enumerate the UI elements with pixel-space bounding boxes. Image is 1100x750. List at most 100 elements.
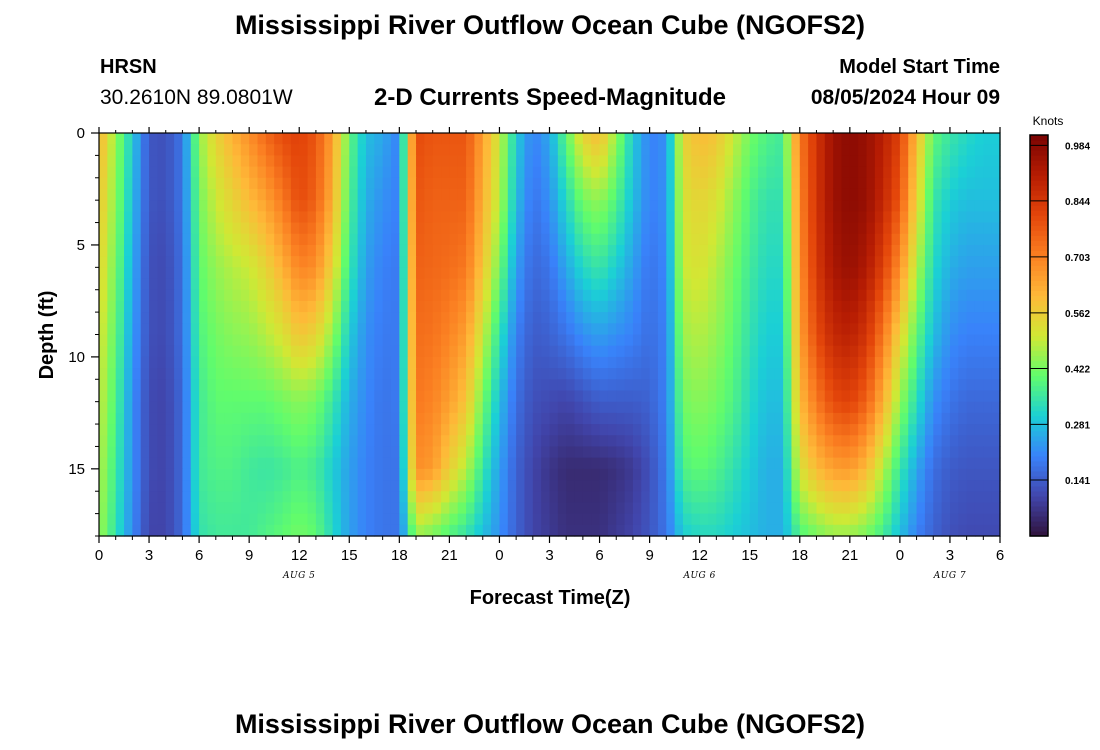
heatmap-cell bbox=[407, 222, 417, 235]
heatmap-cell bbox=[407, 278, 417, 291]
heatmap-cell bbox=[482, 390, 492, 403]
heatmap-cell bbox=[282, 457, 292, 470]
heatmap-cell bbox=[958, 502, 968, 515]
heatmap-cell bbox=[858, 267, 868, 280]
heatmap-cell bbox=[741, 222, 751, 235]
heatmap-cell bbox=[649, 457, 659, 470]
heatmap-cell bbox=[682, 278, 692, 291]
heatmap-cell bbox=[849, 278, 859, 291]
heatmap-cell bbox=[749, 390, 759, 403]
heatmap-cell bbox=[240, 379, 250, 392]
heatmap-cell bbox=[432, 345, 442, 358]
heatmap-cell bbox=[174, 356, 184, 369]
heatmap-cell bbox=[332, 233, 342, 246]
heatmap-cell bbox=[99, 356, 108, 369]
heatmap-cell bbox=[132, 401, 142, 414]
heatmap-cell bbox=[115, 345, 125, 358]
heatmap-cell bbox=[691, 480, 701, 492]
heatmap-cell bbox=[899, 457, 909, 470]
heatmap-cell bbox=[265, 412, 275, 425]
heatmap-cell bbox=[966, 379, 976, 392]
heatmap-cell bbox=[182, 256, 192, 268]
heatmap-cell bbox=[874, 446, 884, 459]
heatmap-cell bbox=[816, 222, 826, 235]
heatmap-cell bbox=[282, 446, 292, 459]
heatmap-cell bbox=[858, 502, 868, 515]
heatmap-cell bbox=[607, 166, 617, 179]
heatmap-cell bbox=[107, 144, 117, 156]
heatmap-cell bbox=[716, 491, 726, 504]
colorbar-segment bbox=[1030, 290, 1048, 296]
heatmap-cell bbox=[516, 435, 526, 448]
heatmap-cell bbox=[249, 334, 259, 347]
heatmap-cell bbox=[958, 368, 968, 380]
heatmap-cell bbox=[657, 278, 667, 291]
heatmap-cell bbox=[374, 177, 384, 190]
heatmap-cell bbox=[841, 211, 851, 224]
heatmap-cell bbox=[107, 177, 117, 190]
heatmap-cell bbox=[724, 435, 734, 448]
heatmap-cell bbox=[516, 289, 526, 302]
heatmap-cell bbox=[641, 323, 651, 336]
heatmap-cell bbox=[708, 468, 717, 481]
heatmap-cell bbox=[816, 356, 826, 369]
heatmap-cell bbox=[908, 188, 918, 201]
heatmap-cell bbox=[799, 300, 809, 313]
heatmap-cell bbox=[616, 412, 626, 425]
heatmap-cell bbox=[983, 513, 993, 526]
heatmap-cell bbox=[582, 177, 592, 190]
colorbar-segment bbox=[1030, 280, 1048, 286]
heatmap-cell bbox=[199, 524, 209, 537]
heatmap-cell bbox=[791, 379, 801, 392]
heatmap-cell bbox=[132, 323, 142, 336]
heatmap-cell bbox=[657, 390, 667, 403]
heatmap-cell bbox=[399, 446, 409, 459]
heatmap-cell bbox=[941, 278, 951, 291]
heatmap-cell bbox=[983, 457, 993, 470]
heatmap-cell bbox=[182, 155, 192, 168]
heatmap-cell bbox=[249, 368, 259, 380]
colorbar-segment bbox=[1030, 355, 1048, 362]
heatmap-cell bbox=[858, 379, 868, 392]
heatmap-cell bbox=[532, 144, 542, 156]
heatmap-cell bbox=[374, 345, 384, 358]
heatmap-cell bbox=[724, 401, 734, 414]
heatmap-cell bbox=[541, 256, 551, 268]
heatmap-cell bbox=[382, 513, 392, 526]
heatmap-cell bbox=[357, 133, 367, 145]
heatmap-cell bbox=[165, 133, 175, 145]
heatmap-cell bbox=[599, 334, 609, 347]
heatmap-cell bbox=[682, 356, 692, 369]
heatmap-cell bbox=[824, 379, 834, 392]
heatmap-cell bbox=[424, 457, 434, 470]
heatmap-cell bbox=[140, 155, 150, 168]
heatmap-cell bbox=[849, 155, 859, 168]
heatmap-cell bbox=[574, 289, 584, 302]
heatmap-cell bbox=[474, 412, 484, 425]
heatmap-cell bbox=[716, 435, 726, 448]
heatmap-cell bbox=[157, 188, 167, 201]
heatmap-cell bbox=[482, 200, 492, 212]
heatmap-cell bbox=[432, 379, 442, 392]
heatmap-cell bbox=[274, 524, 284, 537]
heatmap-cell bbox=[466, 435, 476, 448]
heatmap-cell bbox=[983, 177, 993, 190]
heatmap-cell bbox=[232, 323, 242, 336]
heatmap-cell bbox=[466, 334, 476, 347]
heatmap-cell bbox=[457, 368, 467, 380]
colorbar-segment bbox=[1030, 300, 1048, 307]
heatmap-cell bbox=[607, 524, 617, 537]
colorbar-segment bbox=[1030, 440, 1048, 447]
heatmap-cell bbox=[624, 278, 634, 291]
heatmap-cell bbox=[716, 401, 726, 414]
heatmap-cell bbox=[724, 368, 734, 380]
heatmap-cell bbox=[474, 491, 484, 504]
heatmap-cell bbox=[799, 368, 809, 380]
heatmap-cell bbox=[441, 468, 450, 481]
heatmap-cell bbox=[516, 446, 526, 459]
heatmap-cell bbox=[591, 468, 601, 481]
heatmap-cell bbox=[207, 390, 217, 403]
heatmap-cell bbox=[808, 222, 818, 235]
heatmap-cell bbox=[924, 524, 934, 537]
heatmap-cell bbox=[874, 368, 884, 380]
